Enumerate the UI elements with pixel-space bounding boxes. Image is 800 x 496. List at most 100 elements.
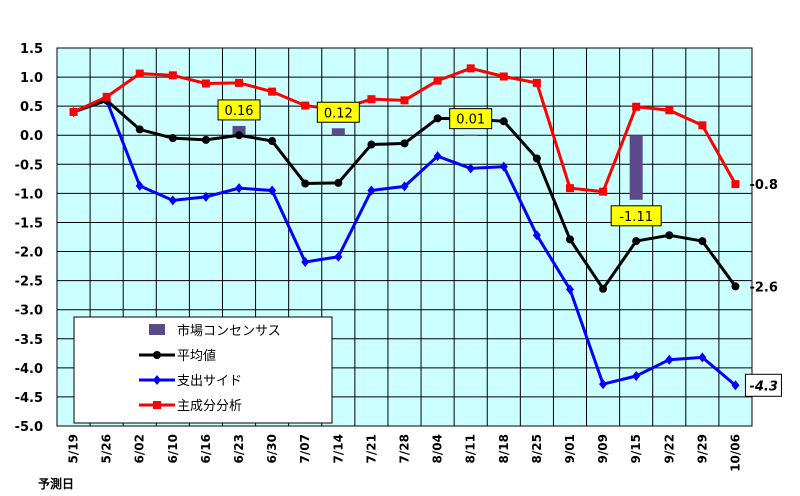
- data-point: [433, 151, 442, 162]
- x-axis-ticks: 5/19 5/26 6/02 6/10 6/16 6/23 6/30 7/07 7/14 7/21…: [67, 434, 743, 472]
- y-tick-label: 1.0: [20, 71, 43, 86]
- data-point: [102, 92, 111, 101]
- x-tick-label: 7/28: [398, 434, 412, 463]
- legend-item: 市場コンセンサス: [149, 323, 281, 339]
- legend-label: 支出サイド: [177, 374, 242, 389]
- data-point: [599, 379, 608, 390]
- x-tick-label: 9/22: [662, 434, 676, 463]
- y-tick-label: -3.0: [15, 304, 43, 319]
- end-label-box: [744, 373, 782, 397]
- data-point: [153, 351, 161, 359]
- legend-box: [73, 316, 333, 424]
- legend-label: 主成分分析: [177, 399, 242, 414]
- data-point: [400, 139, 409, 148]
- series-end-label: -0.8: [749, 178, 777, 193]
- x-tick-label: 5/19: [67, 434, 81, 463]
- data-point: [400, 96, 409, 105]
- data-point: [367, 95, 376, 104]
- y-tick-label: -2.5: [15, 275, 43, 290]
- x-tick-label: 6/30: [265, 434, 279, 463]
- consensus-bar: [232, 125, 246, 136]
- x-tick-label: 7/07: [298, 434, 312, 463]
- series-lines: [69, 64, 740, 391]
- legend-label: 市場コンセンサス: [177, 323, 281, 339]
- data-point: [499, 117, 508, 126]
- y-axis-ticks: 1.5 1.0 0.5 0.0 -0.5 -1.0 -1.5 -2.0 -2.5 -3.0 -3.5…: [15, 42, 43, 435]
- y-tick-label: -3.5: [15, 333, 43, 348]
- series-end-labels: -2.6 -4.3 -0.8: [744, 178, 782, 397]
- y-tick-label: -4.0: [15, 362, 43, 377]
- data-point: [201, 135, 210, 144]
- data-point: [532, 230, 541, 241]
- data-point: [599, 187, 608, 196]
- data-point: [334, 178, 343, 187]
- data-point: [301, 179, 310, 188]
- y-tick-label: 1.5: [20, 42, 43, 57]
- data-point: [632, 370, 641, 381]
- x-tick-label: 5/26: [100, 434, 114, 463]
- data-point: [168, 71, 177, 80]
- consensus-bar: [331, 128, 345, 136]
- bar-label-box: [610, 205, 662, 227]
- data-point: [235, 131, 244, 140]
- consensus-bars: [232, 125, 643, 200]
- data-point: [334, 251, 343, 262]
- x-tick-label: 7/14: [331, 434, 345, 463]
- data-point: [268, 137, 277, 146]
- consensus-bar: [464, 134, 478, 136]
- data-point: [532, 78, 541, 87]
- data-point: [135, 125, 144, 134]
- data-point: [268, 185, 277, 196]
- data-point: [532, 154, 541, 163]
- data-point: [665, 106, 674, 115]
- legend-label: 平均値: [177, 348, 216, 364]
- y-tick-label: -0.5: [15, 158, 43, 173]
- data-point: [665, 354, 674, 365]
- x-tick-label: 6/16: [199, 434, 213, 463]
- data-point: [268, 87, 277, 96]
- data-point: [731, 282, 740, 291]
- bar-label-box: [217, 99, 261, 121]
- data-point: [301, 257, 310, 268]
- bar-value-label: 0.16: [225, 104, 254, 119]
- data-point: [367, 140, 376, 149]
- bar-value-label: 0.12: [324, 106, 353, 121]
- y-tick-label: -1.0: [15, 187, 43, 202]
- y-tick-label: -5.0: [15, 420, 43, 435]
- y-tick-label: -2.0: [15, 246, 43, 261]
- x-tick-label: 9/15: [629, 434, 643, 463]
- data-point: [698, 237, 707, 246]
- series-end-label: -4.3: [749, 379, 777, 394]
- y-tick-label: -1.5: [15, 216, 43, 231]
- data-point: [153, 401, 161, 409]
- data-point: [698, 121, 707, 130]
- x-tick-label: 8/25: [530, 434, 544, 463]
- data-point: [632, 237, 641, 246]
- data-point: [565, 284, 574, 295]
- data-point: [731, 380, 740, 391]
- data-point: [433, 114, 442, 123]
- x-tick-label: 9/29: [695, 434, 709, 463]
- consensus-bar: [629, 135, 643, 200]
- x-tick-label: 6/02: [133, 434, 147, 463]
- legend-item: 主成分分析: [139, 399, 242, 414]
- data-point: [499, 161, 508, 172]
- data-point: [301, 101, 310, 110]
- data-point: [632, 102, 641, 111]
- x-tick-label: 8/11: [464, 434, 478, 463]
- y-tick-label: 0.5: [20, 100, 43, 115]
- x-tick-label: 7/21: [364, 434, 378, 463]
- data-point: [367, 185, 376, 196]
- data-point: [400, 181, 409, 192]
- data-point: [135, 69, 144, 78]
- bar-label-box: [449, 108, 493, 130]
- data-point: [599, 284, 608, 293]
- data-point: [201, 191, 210, 202]
- data-point: [153, 375, 161, 385]
- data-point: [235, 183, 244, 194]
- data-point: [665, 231, 674, 240]
- legend-swatch: [149, 324, 165, 335]
- series-square: [69, 64, 740, 196]
